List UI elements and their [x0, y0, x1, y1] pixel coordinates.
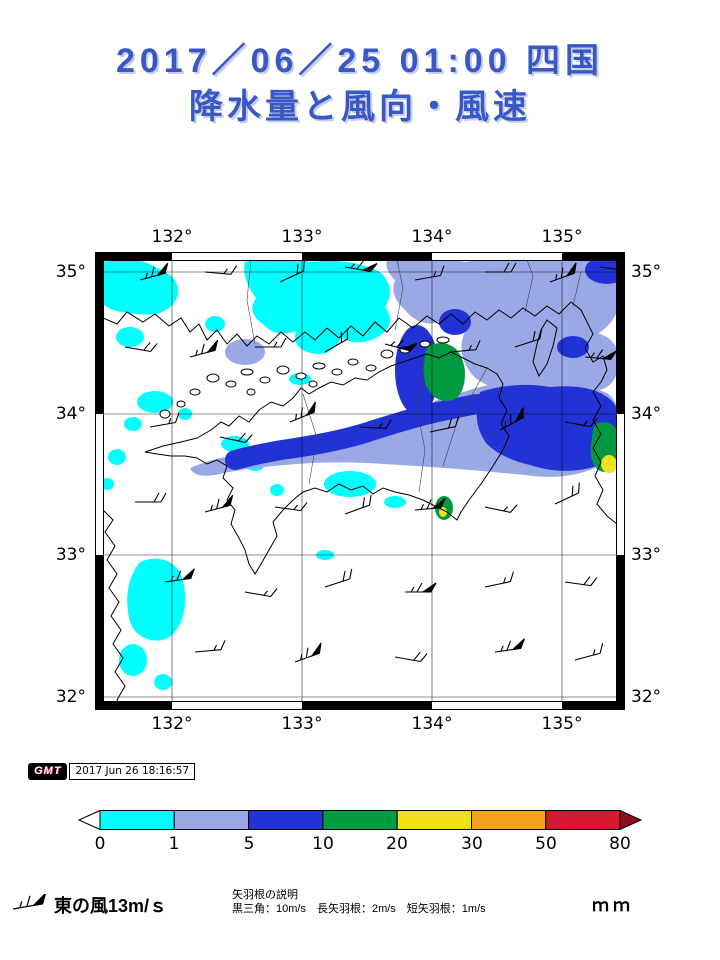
colorbar-arrow-left: [77, 809, 101, 831]
barb-legend-title: 矢羽根の説明: [232, 889, 298, 901]
colorbar-tick-0: 0: [94, 834, 106, 854]
boundary-layer: [246, 260, 582, 493]
lat-label-right-33: 33°: [631, 545, 662, 565]
precip-layer-10-20mm: [423, 342, 617, 520]
page-title-subject: 降水量と風向・風速: [189, 88, 531, 126]
creation-timestamp: 2017 Jun 26 18:16:57: [69, 763, 196, 780]
lat-label-left-35: 35°: [55, 262, 86, 282]
footer: 東の風13m/ｓ 矢羽根の説明 黒三角：10m/s 長矢羽根：2m/s 短矢羽根…: [0, 886, 720, 932]
colorbar-tick-30: 30: [461, 834, 483, 854]
barb-legend: 矢羽根の説明 黒三角：10m/s 長矢羽根：2m/s 短矢羽根：1m/s: [232, 888, 486, 916]
wind-barb-icon: [12, 894, 47, 910]
colorbar-unit-label: ｍｍ: [592, 896, 634, 915]
awaji-island-coastline: [532, 319, 558, 378]
shikoku-coastline: [144, 351, 510, 575]
lon-label-bottom-135: 135°: [541, 714, 583, 734]
lon-label-top-135: 135°: [541, 227, 583, 247]
colorbar-tick-1: 1: [168, 834, 180, 854]
colorbar-tick-5: 5: [243, 834, 255, 854]
lat-label-left-34: 34°: [55, 404, 86, 424]
lat-label-left-33: 33°: [55, 545, 86, 565]
graticule-layer: [103, 260, 617, 702]
lat-label-left-32: 32°: [55, 687, 86, 707]
lon-label-top-132: 132°: [151, 227, 193, 247]
lon-label-bottom-133: 133°: [281, 714, 323, 734]
barb-legend-items: 黒三角：10m/s 長矢羽根：2m/s 短矢羽根：1m/s: [232, 903, 486, 915]
wind-description-label: 東の風13m/ｓ: [54, 896, 168, 916]
colorbar-arrow-right: [619, 809, 643, 831]
lat-label-right-35: 35°: [631, 262, 662, 282]
colorbar-tick-50: 50: [535, 834, 557, 854]
map-frame-border: [95, 252, 625, 710]
lon-label-bottom-134: 134°: [411, 714, 453, 734]
lon-label-bottom-132: 132°: [151, 714, 193, 734]
gmt-logo: GMT: [28, 763, 68, 780]
gmt-stamp: GMT 2017 Jun 26 18:16:57: [28, 763, 196, 780]
colorbar-tick-10: 10: [312, 834, 334, 854]
precipitation-colorbar: 0 1 5 10 20 30 50 80: [77, 809, 643, 858]
lon-label-top-133: 133°: [281, 227, 323, 247]
colorbar-tick-80: 80: [609, 834, 631, 854]
lat-label-right-32: 32°: [631, 687, 662, 707]
map-canvas: [95, 252, 625, 710]
colorbar-svg: [77, 809, 643, 831]
colorbar-segments: [99, 810, 621, 830]
page-title-datetime: 2017／06／25 01:00 四国: [115, 42, 605, 80]
kyushu-coastline: [103, 509, 126, 702]
title-block: 2017／06／25 01:00 四国 降水量と風向・風速: [0, 38, 720, 130]
lat-label-right-34: 34°: [631, 404, 662, 424]
map-svg: [95, 252, 625, 710]
colorbar-tick-20: 20: [386, 834, 408, 854]
honshu-coastline: [103, 301, 617, 525]
lon-label-top-134: 134°: [411, 227, 453, 247]
